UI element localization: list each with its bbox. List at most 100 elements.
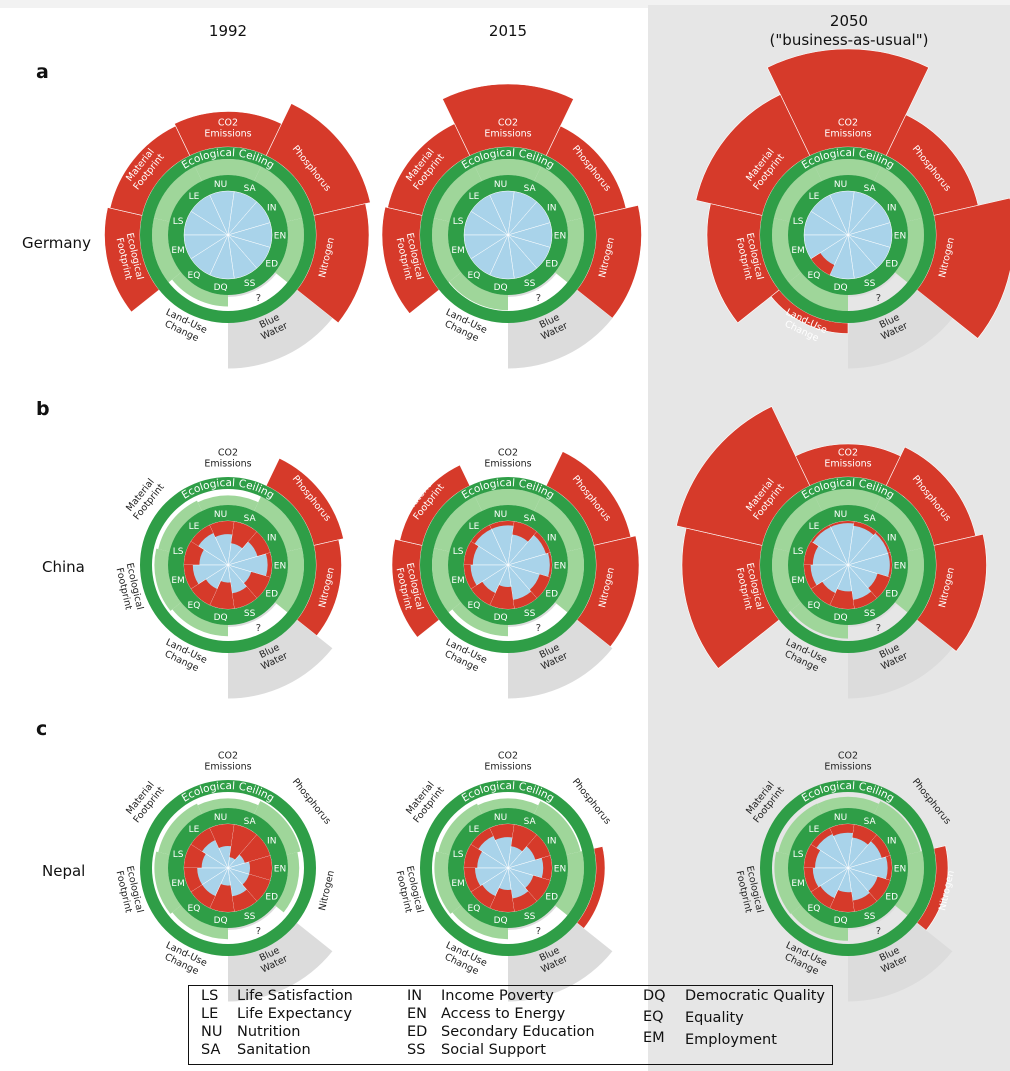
unknown-marker: ? <box>256 926 261 937</box>
safe-space-land <box>172 602 228 637</box>
social-shortfall-dq <box>489 888 515 912</box>
column-header-1992: 1992 <box>209 22 247 40</box>
social-code-label: SA <box>524 817 537 827</box>
eco-segment-nitro <box>916 533 987 652</box>
social-shortfall-le <box>190 827 216 852</box>
legend-code: LE <box>201 1006 219 1022</box>
social-shortfall-le <box>190 524 214 546</box>
legend-code: ED <box>407 1024 428 1040</box>
social-code-label: DQ <box>494 613 508 623</box>
safe-space-mat <box>778 803 822 855</box>
legend-code: EN <box>407 1006 428 1022</box>
social-code-label: LE <box>189 522 200 532</box>
social-code-label: IN <box>267 836 276 846</box>
eco-segment-unknown <box>228 289 333 369</box>
legend-name: Access to Energy <box>441 1006 566 1022</box>
social-shortfall-ss <box>513 591 537 609</box>
social-shortfall-le <box>470 524 492 544</box>
eco-label-co2: CO2 Emissions <box>484 118 531 140</box>
social-core-em <box>803 234 849 260</box>
eco-label-co2: CO2 Emissions <box>204 118 251 140</box>
eco-segment-unknown <box>228 619 333 699</box>
social-code-label: DQ <box>214 916 228 926</box>
social-shortfall-em <box>184 565 199 589</box>
unknown-marker: ? <box>536 623 541 634</box>
unknown-marker: ? <box>536 293 541 304</box>
social-code-label: ED <box>265 590 278 600</box>
social-shortfall-ls <box>184 844 206 868</box>
social-shortfall-em <box>464 868 481 892</box>
social-shortfall-ss <box>512 891 537 912</box>
social-code-label: LS <box>453 850 464 860</box>
eco-label-land: Land-UseChange <box>439 940 489 979</box>
safe-space-nitro <box>274 218 304 283</box>
unknown-marker: ? <box>536 926 541 937</box>
safe-space-nitro <box>894 548 924 613</box>
social-code-label: LS <box>793 850 804 860</box>
safe-space-nitro <box>554 218 585 283</box>
social-code-label: SA <box>244 184 257 194</box>
safe-space-nitro <box>274 852 300 913</box>
safe-space-eco <box>432 548 462 613</box>
safe-space-co2 <box>477 798 539 814</box>
safe-space-phos <box>534 800 581 855</box>
social-code-label: EQ <box>468 904 481 914</box>
social-code-label: EM <box>171 879 184 889</box>
social-shortfall-dq <box>209 884 235 913</box>
social-code-label: LS <box>793 547 804 557</box>
social-shortfall-eq <box>810 885 835 909</box>
social-code-label: EM <box>171 246 184 256</box>
social-code-label: NU <box>834 180 847 190</box>
social-code-label: LE <box>809 522 820 532</box>
social-code-label: EN <box>274 865 286 875</box>
safe-space-eco <box>154 851 182 914</box>
social-shortfall-eq <box>810 581 836 606</box>
safe-space-mat <box>773 166 822 222</box>
social-code-label: ED <box>545 590 558 600</box>
safe-space-mat <box>433 166 482 222</box>
social-code-label: EN <box>554 232 566 242</box>
social-code-label: EN <box>894 865 906 875</box>
social-code-label: LE <box>469 522 480 532</box>
safe-space-mat <box>158 500 202 552</box>
social-code-label: ED <box>265 893 278 903</box>
social-shortfall-in <box>871 834 891 859</box>
column-subheader-bau: ("business-as-usual") <box>770 31 929 49</box>
social-code-label: IN <box>547 836 556 846</box>
social-shortfall-en <box>249 855 272 881</box>
country-label-nepal: Nepal <box>42 862 85 880</box>
column-header-2050: 2050 <box>830 12 868 30</box>
social-code-label: LS <box>173 547 184 557</box>
safe-space-nitro <box>894 851 924 916</box>
social-code-label: DQ <box>214 283 228 293</box>
social-shortfall-ls <box>464 844 483 868</box>
social-code-label: LE <box>469 192 480 202</box>
safe-space-co2 <box>815 489 881 511</box>
legend-name: Employment <box>685 1032 777 1048</box>
social-shortfall-nu <box>829 521 855 527</box>
social-code-label: IN <box>547 533 556 543</box>
eco-segment-nitro <box>576 535 640 648</box>
social-shortfall-em <box>464 565 477 589</box>
social-shortfall-ls <box>804 844 821 868</box>
legend-code: EM <box>643 1030 665 1046</box>
social-code-label: EQ <box>808 601 821 611</box>
safe-space-co2 <box>817 796 879 814</box>
legend-name: Income Poverty <box>441 988 554 1004</box>
social-code-label: EM <box>451 246 464 256</box>
eco-label-co2: CO2 Emissions <box>824 751 871 773</box>
social-shortfall-ls <box>464 541 479 565</box>
social-code-label: DQ <box>834 283 848 293</box>
social-shortfall-ed <box>868 573 891 599</box>
social-shortfall-le <box>470 827 494 849</box>
top-strip <box>0 0 1010 8</box>
social-shortfall-ed <box>868 876 891 902</box>
social-code-label: NU <box>494 813 507 823</box>
safe-space-nitro <box>554 548 585 613</box>
social-code-label: IN <box>887 203 896 213</box>
social-shortfall-nu <box>829 824 855 836</box>
eco-segment-nitro <box>296 203 370 324</box>
social-code-label: EM <box>791 879 804 889</box>
